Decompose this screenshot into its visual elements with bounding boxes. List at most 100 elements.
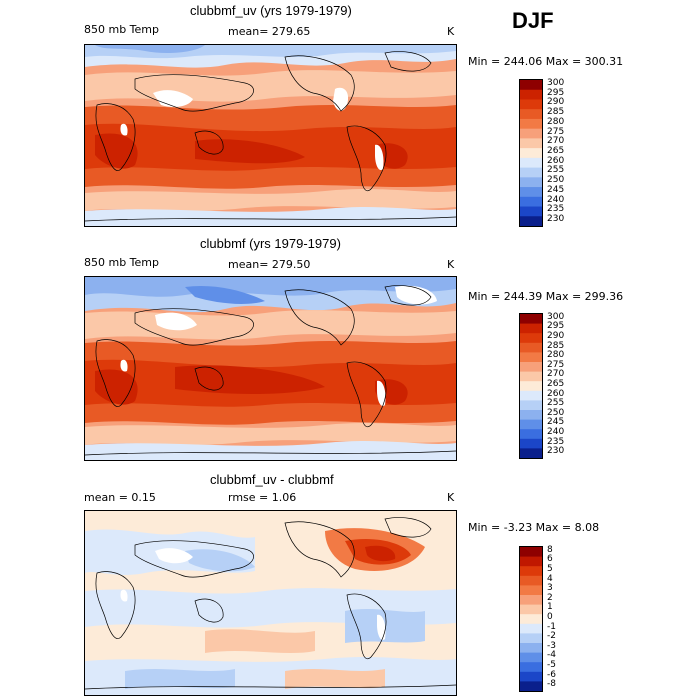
colorbar-swatch [520,585,542,596]
colorbar-swatch [520,342,542,353]
panel-1-colorbar [519,79,543,227]
colorbar-tick-label: 270 [547,136,565,147]
colorbar-tick-label: 275 [547,126,565,137]
colorbar-swatch [520,556,542,567]
panel-2-mean: mean= 279.50 [228,258,311,271]
colorbar-tick-label: 1 [547,602,553,613]
panel-3-colorbar-svg [520,547,542,692]
panel-2-colorbar-svg [520,314,542,459]
panel-1-mean: mean= 279.65 [228,25,311,38]
colorbar-swatch [520,138,542,149]
colorbar-swatch [520,109,542,120]
colorbar-tick-label: 235 [547,204,565,215]
colorbar-tick-label: 285 [547,340,565,351]
colorbar-tick-label: -4 [547,650,556,661]
colorbar-swatch [520,352,542,363]
colorbar-tick-label: -5 [547,660,556,670]
colorbar-swatch [520,662,542,673]
colorbar-tick-label: 250 [547,407,565,418]
colorbar-swatch [520,575,542,586]
colorbar-swatch [520,177,542,188]
colorbar-swatch [520,438,542,449]
colorbar-tick-label: 260 [547,155,565,166]
colorbar-tick-label: 265 [547,146,565,156]
panel-1-colorbar-svg [520,80,542,227]
panel-1-map-svg [85,45,456,226]
colorbar-swatch [520,671,542,682]
colorbar-swatch [520,400,542,411]
colorbar-swatch [520,89,542,100]
colorbar-tick-label: 245 [547,184,565,195]
colorbar-tick-label: -2 [547,631,556,642]
colorbar-tick-label: 290 [547,331,565,341]
colorbar-tick-label: 235 [547,436,565,447]
colorbar-tick-label: -1 [547,621,556,632]
colorbar-swatch [520,206,542,217]
colorbar-swatch [520,419,542,430]
season-label: DJF [512,8,554,33]
colorbar-tick-label: 300 [547,77,565,88]
colorbar-swatch [520,614,542,625]
colorbar-tick-label: 5 [547,564,553,574]
colorbar-tick-label: -8 [547,679,556,690]
colorbar-tick-label: 230 [547,214,565,225]
colorbar-swatch [520,371,542,382]
colorbar-swatch [520,381,542,392]
panel-2-map [84,276,457,461]
colorbar-tick-label: 295 [547,321,565,332]
colorbar-swatch [520,99,542,110]
colorbar-tick-label: 240 [547,194,565,205]
colorbar-tick-label: 295 [547,87,565,98]
panel-3-title: clubbmf_uv - clubbmf [210,472,334,487]
colorbar-tick-label: 4 [547,573,553,584]
colorbar-swatch [520,216,542,227]
colorbar-swatch [520,187,542,198]
colorbar-swatch [520,595,542,606]
colorbar-swatch [520,566,542,577]
panel-3-rmse: rmse = 1.06 [228,491,297,504]
panel-2-map-svg [85,277,456,460]
colorbar-swatch [520,429,542,440]
panel-1-unit: K [447,25,455,38]
colorbar-tick-label: 0 [547,612,553,622]
colorbar-tick-label: 300 [547,311,565,322]
panel-2-range: Min = 244.39 Max = 299.36 [468,290,624,303]
panel-3-colorbar [519,546,543,692]
panel-1-field-label: 850 mb Temp [84,23,160,36]
colorbar-tick-label: 290 [547,97,565,108]
colorbar-tick-label: 6 [547,554,553,565]
colorbar-swatch [520,118,542,130]
colorbar-tick-label: 230 [547,446,565,457]
colorbar-tick-label: 280 [547,350,565,361]
colorbar-swatch [520,314,542,325]
colorbar-tick-label: -6 [547,669,556,680]
panel-2-colorbar [519,313,543,459]
colorbar-swatch [520,128,542,139]
panel-3-map-svg [85,511,456,695]
panel-1-title: clubbmf_uv (yrs 1979-1979) [190,3,352,18]
panel-2-title: clubbmf (yrs 1979-1979) [200,236,341,251]
colorbar-swatch [520,167,542,178]
panel-3-mean: mean = 0.15 [84,491,156,504]
colorbar-swatch [520,448,542,459]
colorbar-tick-label: 285 [547,107,565,118]
colorbar-tick-label: 3 [547,583,553,594]
colorbar-swatch [520,362,542,373]
colorbar-swatch [520,80,542,91]
panel-2-unit: K [447,258,455,271]
colorbar-tick-label: 2 [547,592,553,603]
colorbar-tick-label: -3 [547,640,556,651]
colorbar-swatch [520,333,542,344]
colorbar-swatch [520,157,542,169]
colorbar-swatch [520,643,542,654]
colorbar-tick-label: 240 [547,427,565,437]
colorbar-tick-label: 260 [547,388,565,399]
colorbar-tick-label: 270 [547,369,565,380]
panel-1-map [84,44,457,227]
panel-2-field-label: 850 mb Temp [84,256,160,269]
colorbar-swatch [520,623,542,634]
colorbar-swatch [520,633,542,644]
panel-3-range: Min = -3.23 Max = 8.08 [468,521,600,534]
colorbar-tick-label: 8 [547,544,553,555]
panel-3-unit: K [447,491,455,504]
